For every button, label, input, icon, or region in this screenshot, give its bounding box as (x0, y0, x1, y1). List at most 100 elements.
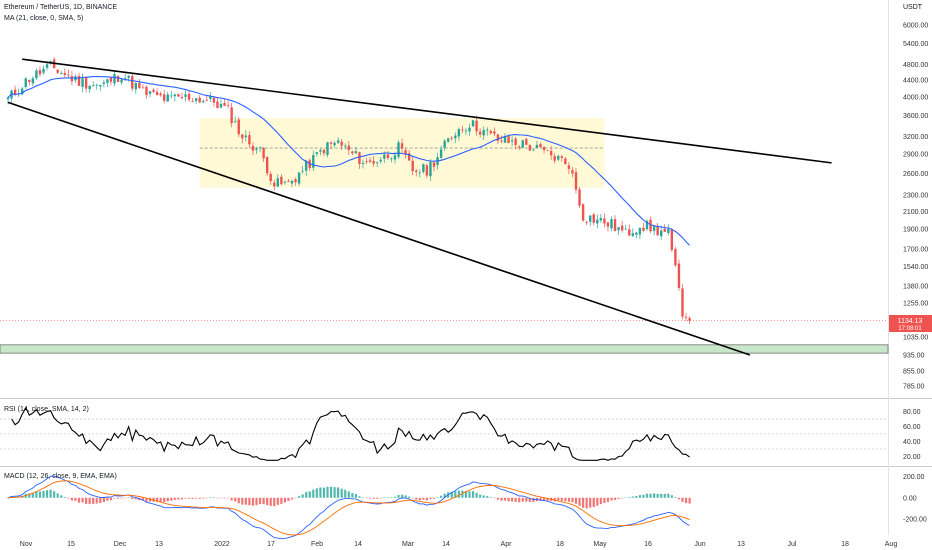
price-tick-label: 1900.00 (903, 227, 928, 234)
candle-body (592, 214, 595, 223)
candle-body (376, 162, 379, 164)
macd-histogram-bar (99, 497, 102, 504)
candle (599, 214, 603, 223)
candle-body (500, 140, 503, 142)
candle-body (514, 138, 517, 145)
candle (589, 214, 592, 227)
macd-histogram-bar (333, 487, 336, 498)
macd-histogram-bar (489, 497, 492, 498)
macd-histogram-bar (351, 493, 354, 498)
candle (177, 93, 180, 97)
macd-histogram-bar (184, 497, 187, 499)
price-tick-label: 6000.00 (903, 23, 928, 30)
candle (450, 135, 453, 141)
macd-histogram-bar (141, 497, 144, 501)
candle (471, 119, 475, 127)
candle (493, 127, 496, 137)
candle (422, 163, 425, 174)
macd-histogram-bar (248, 497, 251, 506)
candle-body (92, 85, 95, 87)
price-tick-label: 855.00 (903, 368, 925, 375)
macd-histogram-bar (134, 497, 137, 500)
macd-histogram-bar (287, 497, 290, 501)
candle (191, 98, 194, 103)
macd-histogram-bar (557, 497, 560, 502)
candle-body (312, 154, 315, 168)
price-tick-label: 2900.00 (903, 152, 928, 159)
candle-body (294, 179, 297, 183)
candle-body (134, 83, 137, 90)
candle-body (425, 165, 429, 176)
candle (620, 220, 624, 233)
macd-histogram-bar (198, 497, 201, 499)
macd-histogram-bar (528, 497, 531, 502)
macd-histogram-bar (156, 497, 159, 502)
candle-body (56, 69, 59, 73)
candle (134, 82, 137, 94)
candle-body (173, 94, 177, 97)
candle-body (674, 248, 677, 266)
candle-body (617, 227, 620, 231)
candle (457, 127, 461, 141)
candle-body (251, 145, 255, 151)
price-tick-label: 2100.00 (903, 209, 928, 216)
macd-histogram-bar (361, 497, 365, 498)
candle-body (347, 145, 350, 150)
candle-body (635, 232, 638, 235)
candle (571, 166, 574, 178)
macd-histogram-bar (312, 489, 315, 498)
candle (447, 137, 450, 143)
candle (468, 123, 471, 136)
macd-histogram-bar (255, 497, 258, 506)
macd-histogram-bar (450, 491, 453, 498)
candle-body (560, 156, 563, 158)
macd-histogram-bar (610, 497, 613, 501)
macd-histogram-bar (290, 497, 294, 500)
macd-histogram-bar (81, 497, 84, 503)
candle-body (400, 143, 404, 149)
candle-body (191, 101, 194, 103)
annotation-front-layer (7, 58, 832, 356)
candle-body (180, 97, 184, 99)
macd-histogram-bar (195, 497, 198, 499)
candle-body (138, 82, 141, 88)
candle-body (184, 94, 187, 97)
candle-body (638, 227, 642, 235)
macd-histogram-bar (77, 497, 81, 503)
candle-body (344, 145, 347, 147)
candle-body (589, 215, 592, 222)
macd-histogram-bar (542, 497, 546, 501)
candle-body (578, 189, 581, 206)
candle (578, 186, 581, 208)
candle-body (248, 135, 251, 145)
macd-histogram-bar (443, 493, 446, 498)
macd-histogram-bar (514, 497, 517, 502)
candle (613, 215, 617, 232)
macd-histogram-bar (273, 497, 276, 507)
candle (273, 179, 276, 191)
candle (670, 228, 674, 253)
candle (290, 179, 294, 188)
candle-body (322, 149, 326, 154)
macd-histogram-bar (365, 497, 368, 499)
time-tick-label: Apr (501, 541, 513, 548)
candle (113, 71, 116, 87)
price-tick-label: 785.00 (903, 384, 925, 391)
candle (681, 284, 684, 320)
candle (202, 99, 205, 104)
candle (564, 156, 567, 165)
candle (38, 66, 42, 77)
candle-body (237, 119, 240, 135)
candle (163, 89, 166, 104)
candle-body (60, 72, 63, 74)
candle (340, 138, 343, 151)
macd-histogram-bar (131, 497, 134, 500)
macd-histogram-bar (209, 497, 212, 498)
candle (574, 168, 578, 194)
time-tick-label: Jul (788, 541, 797, 548)
candle-body (95, 84, 98, 86)
candle-body (503, 135, 507, 143)
macd-histogram-bar (660, 493, 663, 498)
candle-body (6, 97, 10, 100)
